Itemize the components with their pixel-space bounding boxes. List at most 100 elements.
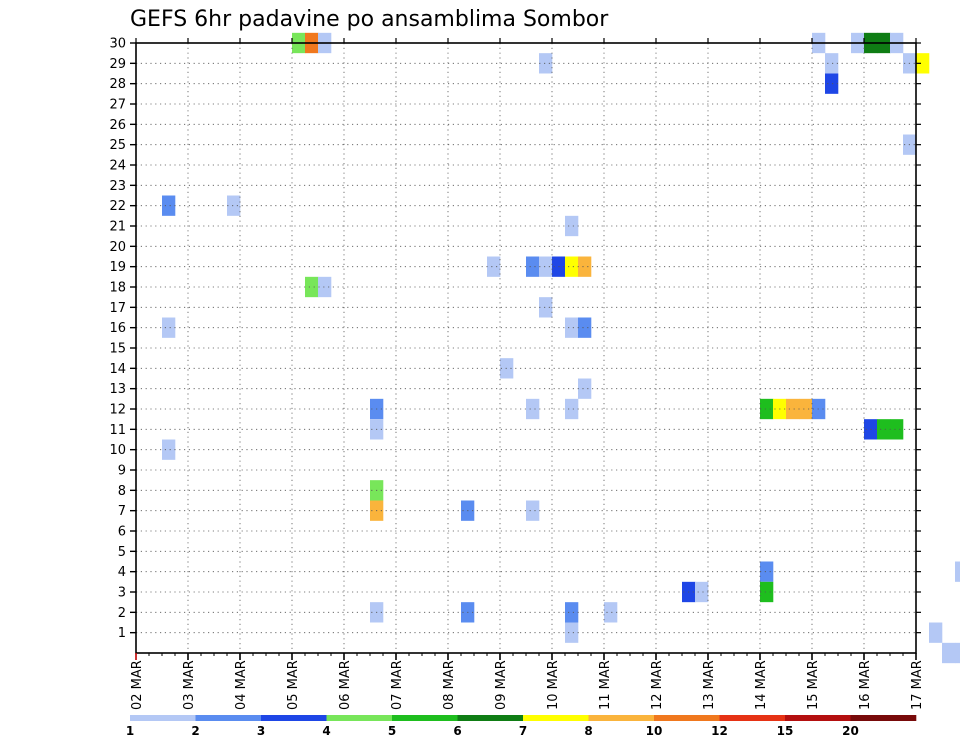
y-tick-label: 25 [109, 138, 126, 153]
heatmap-cell [760, 561, 774, 582]
x-tick-label: 16 MAR [858, 660, 873, 710]
x-tick-label: 04 MAR [234, 660, 249, 710]
cells-layer [162, 32, 960, 664]
heatmap-cell [578, 378, 592, 399]
y-tick-label: 24 [109, 159, 126, 174]
heatmap-cell [786, 398, 800, 420]
colorbar-label: 2 [191, 724, 199, 738]
y-tick-label: 3 [118, 586, 126, 601]
x-tick-label: 13 MAR [702, 660, 717, 710]
heatmap-cell [604, 602, 618, 623]
colorbar-swatch [326, 715, 393, 721]
colorbar-swatch [588, 715, 655, 721]
colorbar-label: 7 [519, 724, 527, 738]
x-tick-label: 05 MAR [286, 660, 301, 710]
heatmap-cell [565, 256, 579, 277]
heatmap-cell [955, 642, 960, 664]
x-tick-label: 10 MAR [546, 660, 561, 710]
heatmap-cell [578, 256, 592, 277]
heatmap-cell [539, 53, 553, 74]
y-tick-label: 10 [109, 443, 126, 458]
heatmap-cell [942, 642, 956, 664]
x-tick-label: 12 MAR [650, 660, 665, 710]
colorbar-swatch [719, 715, 786, 721]
y-tick-label: 28 [109, 77, 126, 92]
heatmap-cell [825, 53, 839, 74]
heatmap-cell [578, 317, 592, 338]
x-tick-label: 03 MAR [182, 660, 197, 710]
y-tick-label: 2 [118, 606, 126, 621]
heatmap-cell [565, 602, 579, 623]
grid-layer [136, 42, 916, 653]
y-tick-label: 20 [109, 240, 126, 255]
heatmap-cell [929, 622, 943, 643]
heatmap-cell [539, 297, 553, 318]
y-tick-label: 27 [109, 98, 126, 113]
x-tick-label: 02 MAR [130, 660, 145, 710]
x-tick-label: 07 MAR [390, 660, 405, 710]
colorbar-swatch [850, 715, 917, 721]
colorbar: 1 2 3 4 5 6 7 8 10 12 15 20 [126, 715, 917, 738]
heatmap-cell [565, 398, 579, 420]
heatmap-cell [162, 195, 176, 216]
x-tick-label: 08 MAR [442, 660, 457, 710]
y-tick-label: 11 [109, 423, 126, 438]
y-tick-label: 26 [109, 118, 126, 133]
y-tick-label: 18 [109, 281, 126, 296]
y-tick-label: 29 [109, 57, 126, 72]
colorbar-swatch [195, 715, 262, 721]
colorbar-swatch [261, 715, 327, 721]
y-tick-label: 8 [118, 484, 126, 499]
y-tick-label: 22 [109, 199, 126, 214]
y-tick-label: 13 [109, 382, 126, 397]
heatmap-cell [487, 256, 501, 277]
y-tick-label: 19 [109, 260, 126, 275]
heatmap-cell [526, 256, 540, 277]
y-tick-label: 23 [109, 179, 126, 194]
heatmap-cell [877, 419, 891, 440]
colorbar-label: 10 [646, 724, 663, 738]
heatmap-cell [526, 398, 540, 420]
heatmap-cell [305, 276, 319, 298]
colorbar-label: 4 [322, 724, 330, 738]
heatmap-cell [539, 256, 553, 277]
heatmap-cell [760, 581, 774, 603]
y-tick-label: 14 [109, 362, 126, 377]
y-tick-label: 12 [109, 403, 126, 418]
heatmap-cell [565, 622, 579, 643]
heatmap-cell [916, 53, 930, 74]
heatmap-cell [565, 317, 579, 338]
colorbar-swatch [392, 715, 458, 721]
colorbar-label: 3 [257, 724, 265, 738]
colorbar-label: 12 [711, 724, 728, 738]
x-tick-label: 14 MAR [754, 660, 769, 710]
y-tick-label: 15 [109, 342, 126, 357]
x-tick-label: 17 MAR [910, 660, 925, 710]
heatmap-cell [955, 561, 960, 582]
heatmap-cell [162, 317, 176, 338]
colorbar-swatch [785, 715, 851, 721]
heatmap-cell [526, 500, 540, 521]
colorbar-swatch [523, 715, 589, 721]
colorbar-label: 5 [388, 724, 396, 738]
y-tick-label: 7 [118, 504, 126, 519]
y-tick-label: 21 [109, 220, 126, 235]
chart-title: GEFS 6hr padavine po ansamblima Sombor [130, 7, 609, 32]
x-tick-label: 15 MAR [806, 660, 821, 710]
x-tick-label: 11 MAR [598, 660, 613, 710]
colorbar-swatch [457, 715, 524, 721]
colorbar-label: 20 [842, 724, 859, 738]
colorbar-swatch [130, 715, 196, 721]
y-tick-label: 30 [109, 37, 126, 52]
colorbar-label: 6 [453, 724, 461, 738]
colorbar-label: 15 [777, 724, 794, 738]
y-tick-label: 4 [118, 565, 126, 580]
x-tick-label: 06 MAR [338, 660, 353, 710]
colorbar-swatch [654, 715, 720, 721]
heatmap-cell [760, 398, 774, 420]
y-tick-label: 17 [109, 301, 126, 316]
colorbar-label: 1 [126, 724, 134, 738]
heatmap-cell [890, 419, 904, 440]
colorbar-label: 8 [584, 724, 592, 738]
